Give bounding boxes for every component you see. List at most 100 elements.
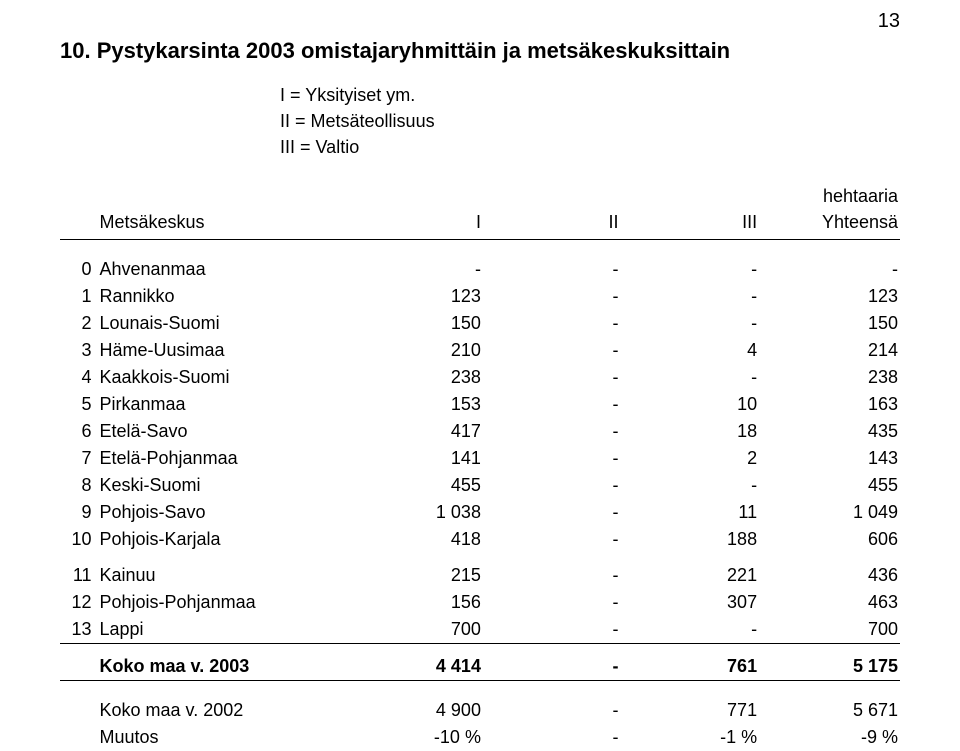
table-row: 5Pirkanmaa153-10163 bbox=[60, 391, 900, 418]
row-index: 10 bbox=[60, 526, 98, 553]
cell-value: 150 bbox=[344, 310, 483, 337]
cell-value: - bbox=[483, 337, 621, 364]
cell-value: - bbox=[344, 256, 483, 283]
cell-value: - bbox=[621, 364, 760, 391]
row-index: 3 bbox=[60, 337, 98, 364]
page-title: 10. Pystykarsinta 2003 omistajaryhmittäi… bbox=[60, 38, 900, 64]
cell-value: - bbox=[483, 445, 621, 472]
table-row: 0Ahvenanmaa---- bbox=[60, 256, 900, 283]
cell-value: 606 bbox=[759, 526, 900, 553]
row-name: Muutos bbox=[98, 724, 345, 751]
cell-value: 214 bbox=[759, 337, 900, 364]
legend-line: III = Valtio bbox=[280, 134, 900, 160]
cell-value: 11 bbox=[621, 499, 760, 526]
row-name: Kaakkois-Suomi bbox=[98, 364, 345, 391]
cell-value: 463 bbox=[759, 589, 900, 616]
cell-value: -10 % bbox=[344, 724, 483, 751]
cell-value: -1 % bbox=[621, 724, 760, 751]
row-index: 9 bbox=[60, 499, 98, 526]
cell-value: 150 bbox=[759, 310, 900, 337]
data-table: Metsäkeskus I II III Yhteensä 0Ahvenanma… bbox=[60, 209, 900, 751]
cell-value: - bbox=[483, 499, 621, 526]
cell-value: 163 bbox=[759, 391, 900, 418]
cell-value: - bbox=[483, 364, 621, 391]
cell-value: 1 038 bbox=[344, 499, 483, 526]
cell-value: 123 bbox=[344, 283, 483, 310]
table-row: 11Kainuu215-221436 bbox=[60, 553, 900, 589]
cell-value: 771 bbox=[621, 697, 760, 724]
row-name: Etelä-Savo bbox=[98, 418, 345, 445]
cell-value: - bbox=[621, 472, 760, 499]
cell-value: 153 bbox=[344, 391, 483, 418]
cell-value: 435 bbox=[759, 418, 900, 445]
cell-value: 307 bbox=[621, 589, 760, 616]
cell-value: 700 bbox=[344, 616, 483, 644]
row-name: Ahvenanmaa bbox=[98, 256, 345, 283]
cell-value: - bbox=[759, 256, 900, 283]
row-index bbox=[60, 697, 98, 724]
row-name: Lounais-Suomi bbox=[98, 310, 345, 337]
table-row: Muutos-10 %--1 %-9 % bbox=[60, 724, 900, 751]
cell-value: - bbox=[483, 418, 621, 445]
row-name: Koko maa v. 2002 bbox=[98, 697, 345, 724]
cell-value: 2 bbox=[621, 445, 760, 472]
unit-label: hehtaaria bbox=[60, 186, 900, 207]
row-name: Häme-Uusimaa bbox=[98, 337, 345, 364]
cell-value: 1 049 bbox=[759, 499, 900, 526]
cell-value: - bbox=[621, 256, 760, 283]
row-index bbox=[60, 644, 98, 681]
col-header: I bbox=[344, 209, 483, 240]
cell-value: 238 bbox=[344, 364, 483, 391]
cell-value: - bbox=[483, 472, 621, 499]
cell-value: - bbox=[483, 644, 621, 681]
cell-value: 10 bbox=[621, 391, 760, 418]
cell-value: - bbox=[483, 697, 621, 724]
cell-value: -9 % bbox=[759, 724, 900, 751]
cell-value: 156 bbox=[344, 589, 483, 616]
table-row: 10Pohjois-Karjala418-188606 bbox=[60, 526, 900, 553]
page: 13 10. Pystykarsinta 2003 omistajaryhmit… bbox=[0, 0, 960, 729]
cell-value: 700 bbox=[759, 616, 900, 644]
cell-value: 221 bbox=[621, 553, 760, 589]
table-row: Koko maa v. 20034 414-7615 175 bbox=[60, 644, 900, 681]
cell-value: - bbox=[483, 553, 621, 589]
table-row: 7Etelä-Pohjanmaa141-2143 bbox=[60, 445, 900, 472]
cell-value: 143 bbox=[759, 445, 900, 472]
row-name: Pirkanmaa bbox=[98, 391, 345, 418]
cell-value: - bbox=[483, 391, 621, 418]
table-body: 0Ahvenanmaa----1Rannikko123--1232Lounais… bbox=[60, 240, 900, 751]
cell-value: 123 bbox=[759, 283, 900, 310]
row-name: Pohjois-Savo bbox=[98, 499, 345, 526]
table-row: 6Etelä-Savo417-18435 bbox=[60, 418, 900, 445]
table-row: 9Pohjois-Savo1 038-111 049 bbox=[60, 499, 900, 526]
row-index: 11 bbox=[60, 553, 98, 589]
cell-value: - bbox=[621, 616, 760, 644]
row-name: Etelä-Pohjanmaa bbox=[98, 445, 345, 472]
row-index: 6 bbox=[60, 418, 98, 445]
row-name: Kainuu bbox=[98, 553, 345, 589]
cell-value: 4 bbox=[621, 337, 760, 364]
cell-value: 417 bbox=[344, 418, 483, 445]
table-row: 12Pohjois-Pohjanmaa156-307463 bbox=[60, 589, 900, 616]
legend-line: II = Metsäteollisuus bbox=[280, 108, 900, 134]
cell-value: 5 671 bbox=[759, 697, 900, 724]
legend-line: I = Yksityiset ym. bbox=[280, 82, 900, 108]
row-index bbox=[60, 724, 98, 751]
cell-value: - bbox=[483, 589, 621, 616]
cell-value: 188 bbox=[621, 526, 760, 553]
cell-value: - bbox=[621, 283, 760, 310]
row-index: 13 bbox=[60, 616, 98, 644]
row-index: 0 bbox=[60, 256, 98, 283]
cell-value: - bbox=[483, 256, 621, 283]
cell-value: 455 bbox=[759, 472, 900, 499]
table-row: Koko maa v. 20024 900-7715 671 bbox=[60, 697, 900, 724]
cell-value: 761 bbox=[621, 644, 760, 681]
row-index: 7 bbox=[60, 445, 98, 472]
table-row: 13Lappi700--700 bbox=[60, 616, 900, 644]
cell-value: - bbox=[621, 310, 760, 337]
row-name: Pohjois-Pohjanmaa bbox=[98, 589, 345, 616]
row-index: 8 bbox=[60, 472, 98, 499]
cell-value: - bbox=[483, 283, 621, 310]
col-header: III bbox=[621, 209, 760, 240]
table-row: 8Keski-Suomi455--455 bbox=[60, 472, 900, 499]
